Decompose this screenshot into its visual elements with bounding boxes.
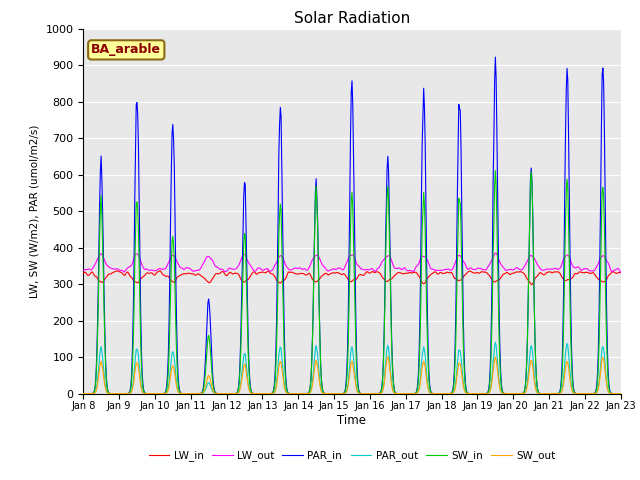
Line: PAR_out: PAR_out [83, 342, 621, 394]
Line: LW_out: LW_out [83, 253, 621, 273]
Text: BA_arable: BA_arable [92, 43, 161, 56]
Line: LW_in: LW_in [83, 271, 621, 285]
Line: SW_out: SW_out [83, 357, 621, 394]
Y-axis label: LW, SW (W/m2), PAR (umol/m2/s): LW, SW (W/m2), PAR (umol/m2/s) [30, 124, 40, 298]
Title: Solar Radiation: Solar Radiation [294, 11, 410, 26]
Line: PAR_in: PAR_in [83, 57, 621, 394]
X-axis label: Time: Time [337, 414, 367, 427]
Line: SW_in: SW_in [83, 170, 621, 394]
Legend: LW_in, LW_out, PAR_in, PAR_out, SW_in, SW_out: LW_in, LW_out, PAR_in, PAR_out, SW_in, S… [145, 446, 559, 466]
